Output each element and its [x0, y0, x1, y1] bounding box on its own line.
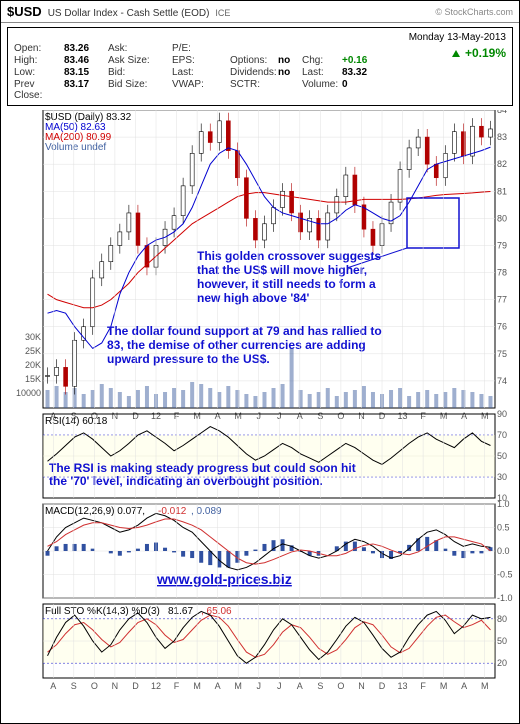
svg-text:the '70' level, indicating an: the '70' level, indicating an overbought…	[49, 474, 323, 488]
svg-text:90: 90	[497, 409, 507, 419]
svg-text:new high above '84': new high above '84'	[197, 291, 310, 305]
chart-svg: 74757677787980818283841000015K20K25K30K$…	[7, 110, 515, 720]
svg-text:Volume undef: Volume undef	[45, 142, 106, 153]
credit-link[interactable]: © StockCharts.com	[435, 7, 513, 17]
chart-container: $USD US Dollar Index - Cash Settle (EOD)…	[0, 0, 520, 724]
exchange: ICE	[215, 8, 230, 18]
svg-text:30K: 30K	[25, 332, 41, 342]
svg-text:20K: 20K	[25, 360, 41, 370]
svg-text:25K: 25K	[25, 346, 41, 356]
up-triangle-icon	[452, 50, 460, 57]
svg-text:74: 74	[497, 376, 507, 386]
svg-text:83: 83	[497, 132, 507, 142]
chg-val: +0.16	[342, 55, 378, 66]
svg-text:N: N	[112, 681, 119, 691]
svg-text:12: 12	[151, 681, 161, 691]
svg-text:50: 50	[497, 636, 507, 646]
svg-text:76: 76	[497, 322, 507, 332]
svg-text:78: 78	[497, 268, 507, 278]
quote-date: Monday 13-May-2013	[14, 32, 506, 43]
svg-text:1.0: 1.0	[497, 499, 510, 509]
prevclose-val: 83.17	[64, 79, 108, 90]
high-val: 83.46	[64, 55, 108, 66]
svg-text:M: M	[234, 681, 242, 691]
open-label: Open:	[14, 43, 64, 54]
svg-text:0.0: 0.0	[497, 546, 510, 556]
svg-text:N: N	[358, 681, 365, 691]
open-val: 83.26	[64, 43, 108, 54]
svg-text:83, the demise of other curren: 83, the demise of other currencies are a…	[107, 338, 366, 352]
volume-val: 0	[342, 79, 378, 90]
svg-text:RSI(14) 60.18: RSI(14) 60.18	[45, 416, 108, 427]
svg-text:M: M	[440, 681, 448, 691]
svg-text:D: D	[132, 681, 139, 691]
svg-text:30: 30	[497, 472, 507, 482]
svg-text:80: 80	[497, 614, 507, 624]
svg-text:F: F	[174, 681, 180, 691]
svg-text:A: A	[215, 681, 221, 691]
svg-text:0.5: 0.5	[497, 523, 510, 533]
svg-text:M: M	[481, 681, 489, 691]
pct-change: +0.19%	[465, 46, 506, 60]
svg-text:, 0.089: , 0.089	[191, 506, 222, 517]
svg-text:M: M	[193, 681, 201, 691]
low-val: 83.15	[64, 67, 108, 78]
svg-text:S: S	[71, 681, 77, 691]
svg-text:A: A	[297, 681, 303, 691]
svg-text:O: O	[91, 681, 98, 691]
last-val: 83.32	[342, 67, 378, 78]
svg-text:80: 80	[497, 213, 507, 223]
svg-text:O: O	[337, 681, 344, 691]
svg-text:50: 50	[497, 451, 507, 461]
svg-text:The RSI is making steady progr: The RSI is making steady progress but co…	[49, 461, 356, 475]
svg-text:70: 70	[497, 430, 507, 440]
svg-text:-0.012: -0.012	[158, 506, 187, 517]
svg-text:82: 82	[497, 159, 507, 169]
svg-text:-0.5: -0.5	[497, 570, 513, 580]
quote-header: Monday 13-May-2013 +0.19% Open:83.26 Ask…	[7, 27, 513, 106]
svg-text:84: 84	[497, 110, 507, 115]
title-bar: $USD US Dollar Index - Cash Settle (EOD)…	[1, 1, 519, 23]
svg-text:The dollar found support at 79: The dollar found support at 79 and has r…	[107, 324, 382, 338]
svg-text:S: S	[317, 681, 323, 691]
svg-text:13: 13	[398, 681, 408, 691]
svg-text:15K: 15K	[25, 374, 41, 384]
ticker-symbol: $USD	[7, 4, 42, 19]
svg-text:J: J	[256, 681, 261, 691]
svg-text:79: 79	[497, 240, 507, 250]
svg-text:81.67: 81.67	[168, 606, 193, 617]
svg-text:77: 77	[497, 295, 507, 305]
svg-text:10000: 10000	[16, 388, 41, 398]
svg-text:81: 81	[497, 186, 507, 196]
low-label: Low:	[14, 67, 64, 78]
svg-text:A: A	[461, 681, 467, 691]
svg-text:D: D	[379, 681, 386, 691]
svg-text:F: F	[420, 681, 426, 691]
svg-text:J: J	[277, 681, 282, 691]
svg-text:-1.0: -1.0	[497, 593, 513, 603]
svg-text:that the US$ will move higher,: that the US$ will move higher,	[197, 263, 367, 277]
svg-text:however, it still needs to for: however, it still needs to form a	[197, 277, 376, 291]
svg-text:Full STO %K(14,3) %D(3): Full STO %K(14,3) %D(3)	[45, 606, 160, 617]
ticker-desc: US Dollar Index - Cash Settle (EOD)	[48, 8, 210, 19]
svg-text:A: A	[50, 681, 56, 691]
svg-text:75: 75	[497, 349, 507, 359]
high-label: High:	[14, 55, 64, 66]
svg-text:20: 20	[497, 658, 507, 668]
svg-text:MACD(12,26,9) 0.077,: MACD(12,26,9) 0.077,	[45, 506, 145, 517]
svg-text:upward pressure to the US$.: upward pressure to the US$.	[107, 352, 270, 366]
svg-text:, 65.06: , 65.06	[201, 606, 232, 617]
svg-text:This golden crossover suggests: This golden crossover suggests	[197, 249, 381, 263]
